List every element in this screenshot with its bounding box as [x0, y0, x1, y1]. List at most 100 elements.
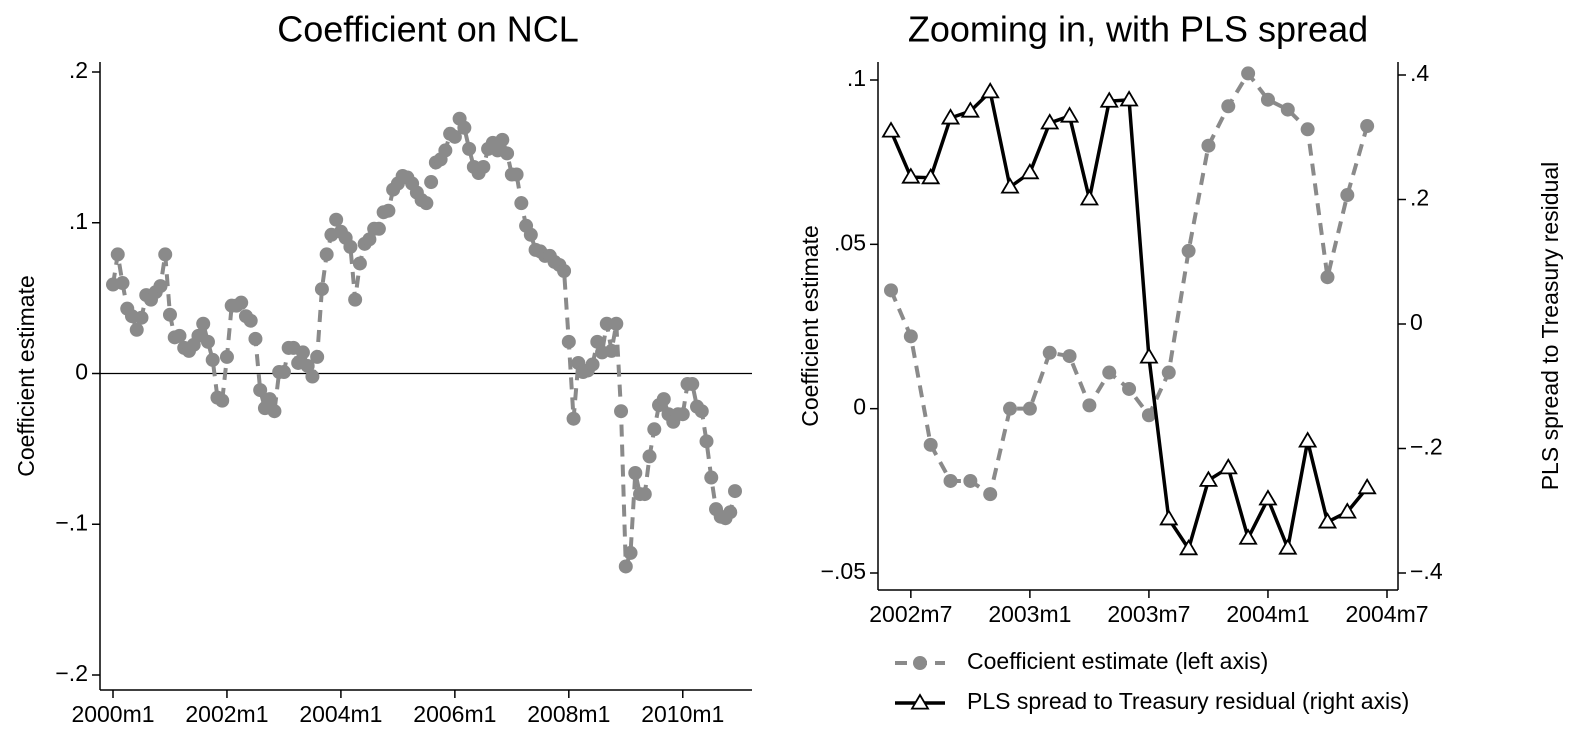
- point: [305, 369, 320, 384]
- point: [1280, 102, 1295, 117]
- point: [215, 393, 230, 408]
- point: [329, 212, 344, 227]
- point: [476, 159, 491, 174]
- y-tick-label: 0: [853, 394, 866, 420]
- point: [585, 357, 600, 372]
- point: [1000, 177, 1020, 194]
- point: [509, 167, 524, 182]
- point: [1300, 122, 1315, 137]
- point: [1238, 528, 1258, 545]
- x-tick-label: 2002m1: [185, 701, 268, 727]
- y-tick-label: −.2: [55, 660, 88, 686]
- legend-label: Coefficient estimate (left axis): [967, 648, 1268, 674]
- point: [943, 473, 958, 488]
- x-tick-label: 2004m7: [1345, 601, 1428, 627]
- y2-tick-label: −.2: [1410, 434, 1443, 460]
- point: [884, 283, 898, 298]
- point: [1198, 470, 1219, 487]
- point: [134, 310, 149, 325]
- point: [523, 227, 538, 242]
- point: [438, 143, 453, 158]
- point: [1059, 106, 1080, 123]
- x-tick-label: 2000m1: [71, 701, 154, 727]
- point: [153, 279, 168, 294]
- point: [262, 392, 277, 407]
- y-tick-label: .1: [69, 208, 88, 234]
- point: [158, 247, 173, 262]
- point: [963, 473, 978, 488]
- point: [162, 307, 177, 322]
- point: [675, 407, 690, 422]
- point: [314, 282, 329, 297]
- point: [614, 404, 629, 419]
- point: [1022, 401, 1037, 416]
- point: [1317, 512, 1338, 529]
- y2-tick-label: .2: [1410, 185, 1429, 211]
- point: [604, 343, 619, 358]
- point: [1337, 502, 1357, 519]
- legend-marker: [913, 656, 927, 670]
- series-line: [889, 88, 1369, 555]
- point: [352, 256, 367, 271]
- x-tick-label: 2010m1: [641, 701, 724, 727]
- point: [903, 329, 918, 344]
- point: [348, 292, 363, 307]
- y-axis-label: Coefficient estimate: [13, 275, 39, 477]
- point: [940, 108, 961, 125]
- y-tick-label: .05: [834, 229, 866, 255]
- legend-marker: [910, 693, 930, 710]
- point: [1102, 365, 1117, 380]
- point: [1161, 365, 1176, 380]
- point: [319, 247, 334, 262]
- point: [462, 141, 477, 156]
- point: [983, 487, 998, 502]
- point: [495, 132, 510, 147]
- y2-tick-label: .4: [1410, 60, 1429, 86]
- y2-tick-label: 0: [1410, 309, 1423, 335]
- point: [1218, 458, 1238, 475]
- point: [362, 232, 377, 247]
- point: [1099, 91, 1119, 108]
- point: [1079, 189, 1099, 206]
- point: [647, 422, 662, 437]
- x-tick-label: 2004m1: [299, 701, 382, 727]
- y-tick-label: .2: [69, 57, 88, 83]
- x-tick-label: 2003m7: [1107, 601, 1190, 627]
- point: [980, 82, 1000, 99]
- x-tick-label: 2008m1: [527, 701, 610, 727]
- point: [637, 487, 652, 502]
- point: [205, 352, 220, 367]
- point: [642, 449, 657, 464]
- y-tick-label: 0: [75, 359, 88, 385]
- point: [699, 434, 714, 449]
- point: [728, 484, 742, 499]
- point: [1020, 162, 1040, 180]
- x-tick-label: 2004m1: [1226, 601, 1309, 627]
- point: [1201, 138, 1216, 153]
- point: [1357, 477, 1377, 495]
- point: [685, 377, 700, 392]
- point: [618, 559, 633, 574]
- point: [1042, 345, 1057, 360]
- point: [628, 465, 643, 480]
- point: [623, 545, 638, 560]
- y-tick-label: .1: [847, 65, 866, 91]
- point: [1179, 538, 1199, 556]
- point: [1139, 347, 1159, 364]
- point: [172, 328, 187, 343]
- x-tick-label: 2002m7: [869, 601, 952, 627]
- point: [110, 247, 125, 262]
- point: [500, 146, 515, 161]
- point: [276, 364, 291, 379]
- point: [196, 316, 211, 331]
- point: [200, 334, 215, 349]
- point: [1003, 401, 1018, 416]
- point: [723, 505, 738, 520]
- chart-title: Coefficient on NCL: [277, 9, 579, 50]
- point: [1062, 349, 1077, 364]
- point: [921, 167, 941, 185]
- point: [557, 263, 572, 278]
- chart-title: Zooming in, with PLS spread: [908, 9, 1368, 50]
- point: [248, 331, 263, 346]
